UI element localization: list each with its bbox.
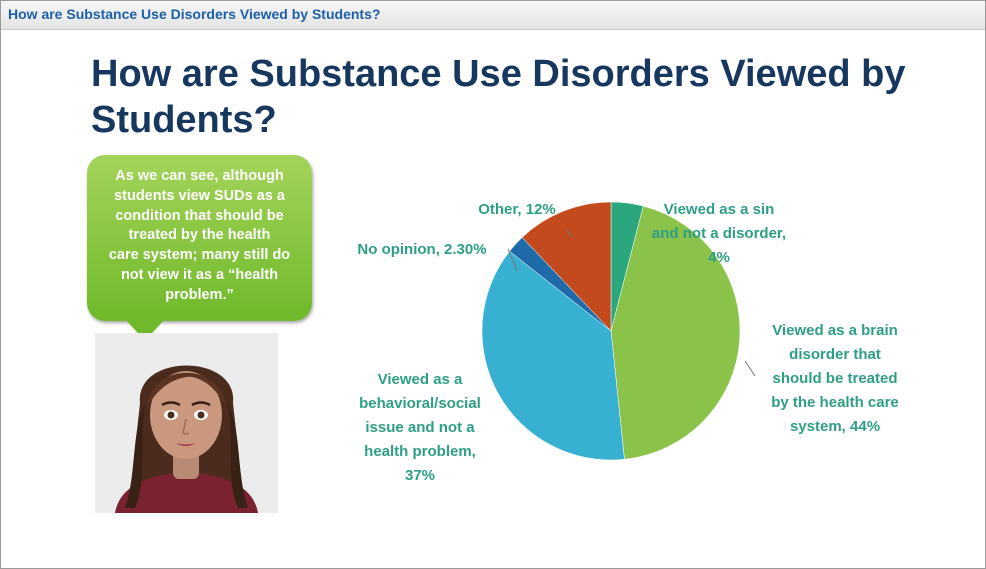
pie-data-label: Other, 12% — [478, 201, 556, 218]
pie-data-label: Viewed as a brain disorder that should be … — [771, 322, 899, 435]
pie-data-label-line: and not a disorder, — [652, 225, 786, 242]
title-bar: How are Substance Use Disorders Viewed b… — [1, 1, 985, 30]
bubble-line: problem.” — [165, 286, 234, 303]
pie-data-label: No opinion, 2.30% — [357, 241, 486, 258]
pie-data-label-line: by the health care — [771, 394, 899, 411]
avatar-illustration — [115, 365, 258, 513]
bubble-line: As we can see, although — [115, 168, 284, 184]
pie-chart: Viewed as a sin and not a disorder, 4%View… — [357, 201, 899, 484]
bubble-line: students view SUDs as a — [114, 187, 285, 204]
leader-line — [744, 360, 756, 377]
pie-data-label-line: issue and not a — [365, 419, 475, 436]
pie-data-label-line: system, 44% — [790, 418, 880, 435]
leader-line — [507, 248, 518, 272]
pie-slice — [481, 250, 625, 461]
pie-slice — [521, 201, 612, 332]
leader-line — [565, 229, 574, 238]
student-avatar — [95, 333, 278, 513]
pie-data-label-line: disorder that — [789, 346, 881, 363]
pie-slice — [610, 205, 741, 460]
pie-data-label: Viewed as a sin and not a disorder, 4% — [652, 201, 786, 266]
bubble-line: not view it as a “health — [120, 266, 279, 283]
pie-data-label-line: 4% — [708, 249, 730, 266]
pie-data-label-line: Viewed as a brain — [772, 322, 898, 339]
window-title: How are Substance Use Disorders Viewed b… — [8, 6, 381, 22]
slide-title: How are Substance Use Disorders Viewed b… — [91, 53, 906, 141]
slide: How are Substance Use Disorders Viewed b… — [3, 31, 983, 566]
pie-data-label-line: No opinion, 2.30% — [357, 241, 486, 258]
pie-data-label-line: should be treated — [772, 370, 897, 387]
pie-data-label-line: 37% — [405, 467, 435, 484]
pie-data-label-line: Viewed as a — [378, 371, 463, 388]
bubble-line: condition that should be — [115, 207, 284, 224]
pie-data-label-line: behavioral/social — [359, 395, 481, 412]
pie-data-label-line: health problem, — [364, 443, 476, 460]
bubble-line: care system; many still do — [108, 247, 291, 264]
pie-data-label-line: Other, 12% — [478, 201, 556, 218]
speech-bubble-text: As we can see, although students view SU… — [97, 167, 302, 306]
pie-data-label-line: Viewed as a sin — [664, 201, 775, 218]
bubble-line: treated by the health — [128, 227, 271, 244]
speech-bubble: As we can see, although students view SU… — [87, 155, 312, 321]
pie-data-label: Viewed as a behavioral/social issue and no… — [359, 371, 481, 484]
